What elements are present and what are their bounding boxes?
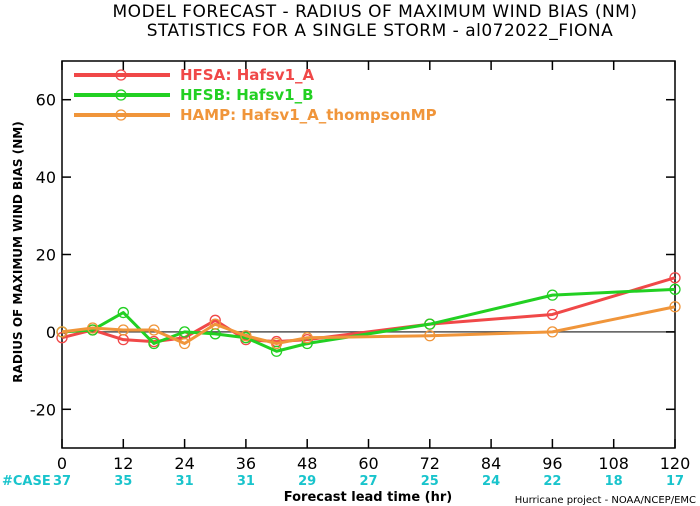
y-tick-label: 20	[36, 246, 56, 265]
legend-marker	[115, 109, 127, 121]
x-tick-label: 0	[57, 454, 67, 473]
case-count: 17	[666, 474, 684, 489]
case-count: 31	[237, 474, 255, 489]
y-tick-label: -20	[30, 400, 56, 419]
case-count: 27	[359, 474, 377, 489]
y-tick-label: 0	[46, 323, 56, 342]
case-count: 35	[114, 474, 132, 489]
data-point	[669, 272, 681, 284]
data-point	[148, 324, 160, 336]
x-tick-label: 60	[358, 454, 378, 473]
x-tick-label: 72	[420, 454, 440, 473]
x-tick-label: 12	[113, 454, 133, 473]
legend-marker	[115, 89, 127, 101]
x-tick-label: 96	[542, 454, 562, 473]
case-label: #CASE	[2, 474, 51, 489]
data-point	[546, 326, 559, 338]
data-point	[117, 324, 129, 336]
data-point	[669, 301, 681, 313]
data-point	[669, 283, 681, 295]
data-point	[56, 332, 68, 344]
legend-label: HAMP: Hafsv1_A_thompsonMP	[180, 106, 437, 124]
data-point	[240, 330, 252, 342]
y-tick-label: 40	[36, 168, 56, 187]
data-point	[270, 337, 283, 350]
case-count: 31	[176, 474, 194, 489]
plot-area	[61, 60, 676, 449]
data-point	[424, 330, 436, 342]
data-point	[424, 318, 436, 330]
credit-text: Hurricane project - NOAA/NCEP/EMC	[515, 495, 696, 506]
data-point	[178, 326, 191, 338]
case-count: 25	[421, 474, 439, 489]
data-point	[56, 326, 68, 338]
case-count: 22	[543, 474, 561, 489]
legend-label: HFSA: Hafsv1_A	[180, 66, 315, 84]
y-axis-label: RADIUS OF MAXIMUM WIND BIAS (NM)	[11, 121, 25, 382]
x-tick-label: 84	[481, 454, 501, 473]
data-point	[178, 337, 191, 350]
x-tick-label: 120	[660, 454, 691, 473]
data-point	[117, 306, 129, 319]
x-axis-label: Forecast lead time (hr)	[284, 490, 452, 505]
chart-title: MODEL FORECAST - RADIUS OF MAXIMUM WIND …	[113, 2, 638, 22]
case-count: 37	[53, 474, 71, 489]
data-point	[270, 345, 283, 357]
x-tick-label: 48	[297, 454, 317, 473]
data-point	[148, 337, 160, 350]
case-count: 24	[482, 474, 500, 489]
x-tick-label: 36	[236, 454, 256, 473]
case-count: 18	[605, 474, 623, 489]
x-tick-label: 24	[174, 454, 194, 473]
legend-marker	[115, 69, 127, 81]
series-line	[61, 287, 676, 353]
x-tick-label: 108	[598, 454, 629, 473]
data-point	[87, 322, 99, 334]
data-point	[546, 289, 559, 301]
case-count: 29	[298, 474, 316, 489]
y-tick-label: 60	[36, 91, 56, 110]
data-point	[301, 332, 313, 344]
chart-subtitle: STATISTICS FOR A SINGLE STORM - al072022…	[147, 21, 614, 41]
data-point	[546, 308, 559, 321]
legend-label: HFSB: Hafsv1_B	[180, 86, 314, 104]
data-point	[209, 318, 221, 330]
